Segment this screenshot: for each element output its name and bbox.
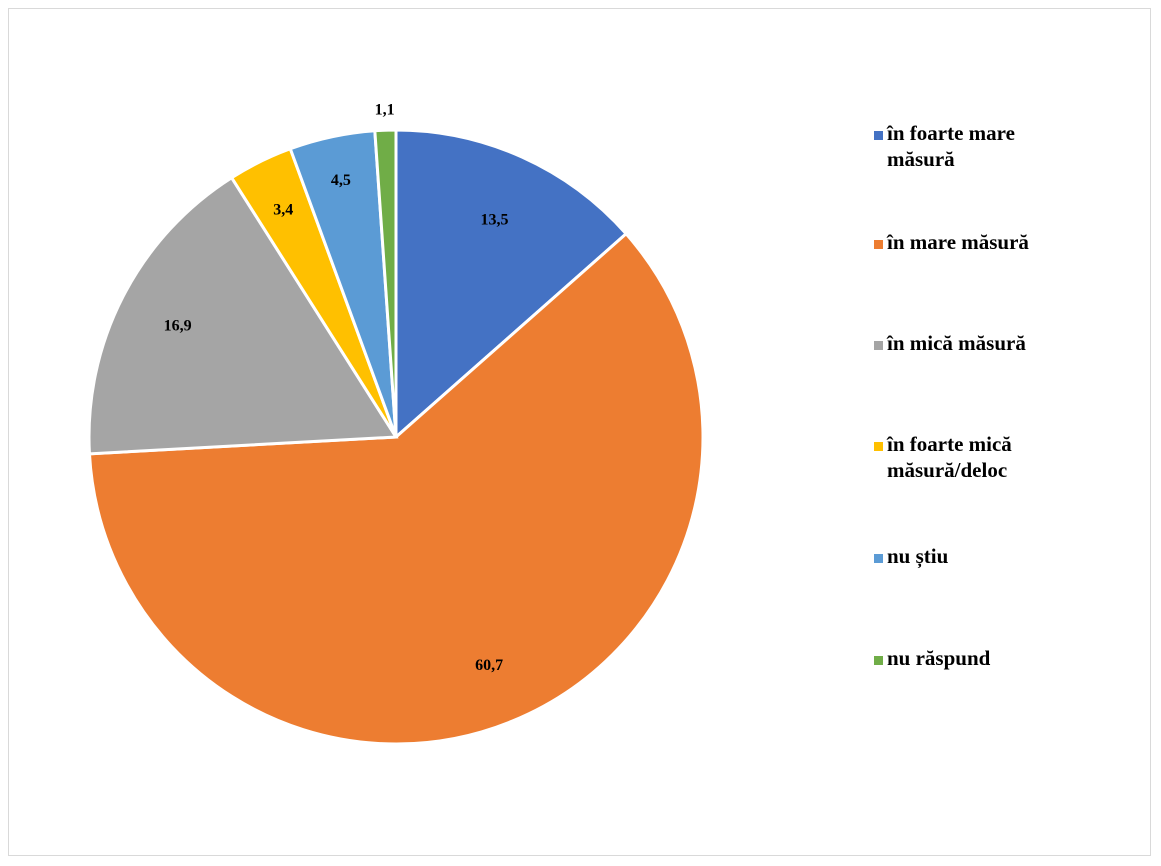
slice-value-label: 60,7 <box>475 657 503 674</box>
legend: în foarte mare măsură în mare măsură în … <box>874 0 1154 866</box>
legend-item-foarte-mica: în foarte mică măsură/deloc <box>874 431 1087 483</box>
pie-slice <box>87 231 705 746</box>
slice-value-label: 16,9 <box>164 318 192 335</box>
legend-item-mica: în mică măsură <box>874 330 1087 356</box>
slice-value-label: 1,1 <box>375 102 395 119</box>
slice-value-label: 4,5 <box>331 172 351 189</box>
legend-label: în mică măsură <box>887 331 1026 355</box>
legend-label: nu știu <box>887 544 949 568</box>
legend-swatch <box>874 656 883 665</box>
slice-value-label: 3,4 <box>273 201 293 218</box>
legend-item-mare: în mare măsură <box>874 229 1087 255</box>
legend-item-foarte-mare: în foarte mare măsură <box>874 120 1087 172</box>
legend-label: în mare măsură <box>887 230 1029 254</box>
pie-slice <box>394 128 629 441</box>
legend-swatch <box>874 554 883 563</box>
legend-label: în foarte mare măsură <box>887 121 1015 171</box>
legend-item-nu-stiu: nu știu <box>874 543 1087 569</box>
legend-label: nu răspund <box>887 646 991 670</box>
legend-label: în foarte mică măsură/deloc <box>887 432 1012 482</box>
legend-swatch <box>874 240 883 249</box>
pie-slice <box>373 128 398 438</box>
legend-item-nu-raspund: nu răspund <box>874 645 1087 671</box>
legend-swatch <box>874 442 883 451</box>
slice-value-label: 13,5 <box>480 212 508 229</box>
legend-swatch <box>874 341 883 350</box>
legend-swatch <box>874 131 883 140</box>
pie-slice <box>87 175 399 456</box>
